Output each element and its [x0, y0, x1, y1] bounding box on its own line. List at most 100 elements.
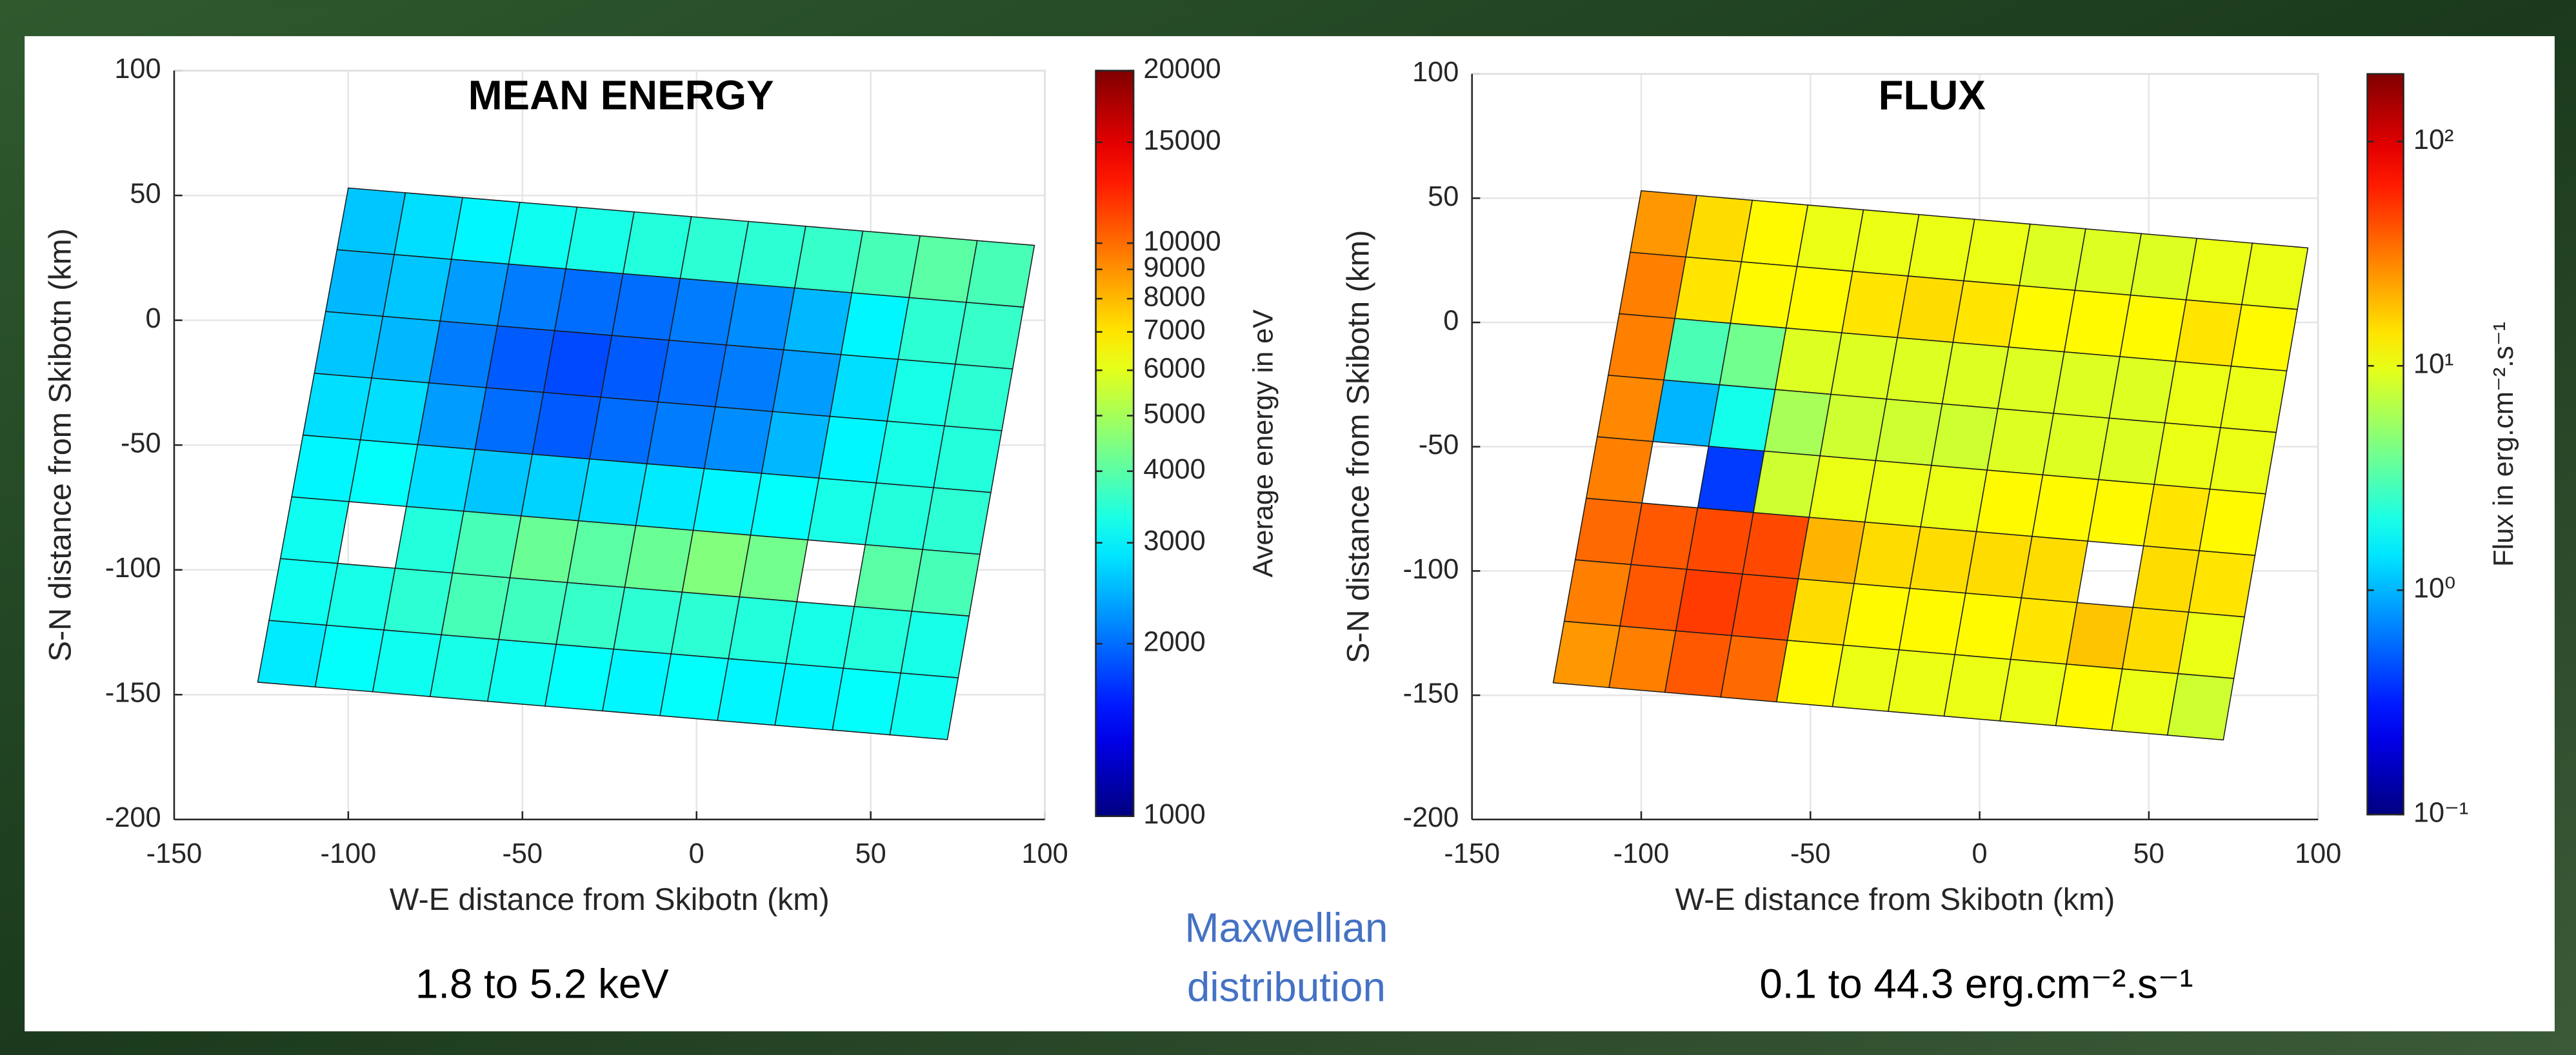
y-tick-label: -150 — [105, 678, 161, 709]
heatmap-cell — [1763, 389, 1832, 457]
heatmap-cell — [1674, 256, 1742, 324]
x-tick-label: 0 — [689, 838, 704, 869]
range-label: 0.1 to 44.3 erg.cm⁻².s⁻¹ — [1759, 961, 2193, 1007]
heatmap-cell — [1731, 573, 1799, 641]
heatmap-cell — [2175, 299, 2242, 367]
heatmap-cell — [565, 206, 635, 275]
heatmap-cell — [314, 311, 384, 379]
y-tick-label: 0 — [1443, 305, 1459, 336]
heatmap-cell — [818, 415, 888, 484]
y-tick-label: 50 — [130, 179, 161, 210]
heatmap-cell — [1997, 346, 2065, 414]
heatmap-cell — [372, 629, 443, 697]
heatmap-cell — [679, 216, 750, 284]
annotation: distribution — [1187, 964, 1386, 1010]
heatmap-cell — [2177, 611, 2245, 679]
heatmap-cell — [2074, 228, 2142, 296]
colorbar-tick-label: 9000 — [1143, 252, 1205, 283]
heatmap-cell — [2166, 673, 2235, 741]
heatmap-cell — [1607, 313, 1676, 381]
heatmap-cell — [1630, 190, 1698, 258]
heatmap-cell — [2230, 304, 2298, 371]
heatmap-cell — [659, 653, 730, 722]
heatmap-cell — [463, 449, 534, 517]
heatmap-cell — [1685, 195, 1753, 262]
heatmap-cell — [602, 648, 672, 716]
colorbar — [2366, 73, 2404, 816]
x-tick-label: 50 — [2133, 838, 2164, 869]
heatmap-cell — [911, 549, 981, 617]
heatmap-cell — [394, 506, 464, 574]
annotation: Maxwellian — [1185, 905, 1388, 951]
heatmap-cell — [681, 529, 752, 598]
y-tick-label: -200 — [1403, 802, 1459, 833]
heatmap-cell — [900, 611, 970, 678]
x-tick-label: -100 — [321, 838, 377, 869]
x-tick-label: -100 — [1613, 838, 1670, 869]
heatmap-cell — [2087, 478, 2155, 547]
heatmap-cell — [1897, 275, 1964, 343]
colorbar-tick-label: 10000 — [1143, 226, 1221, 257]
heatmap-cell — [383, 567, 454, 636]
y-axis-label: S-N distance from Skibotn (km) — [43, 228, 78, 662]
heatmap-cell — [851, 230, 921, 299]
heatmap-cell — [854, 544, 924, 612]
y-tick-label: 50 — [1428, 181, 1459, 212]
heatmap-cell — [965, 240, 1035, 308]
heatmap-cell — [1686, 507, 1754, 575]
colorbar-tick-label: 10⁰ — [2413, 573, 2456, 604]
heatmap-cell — [1875, 399, 1943, 466]
heatmap-cell — [326, 562, 396, 631]
y-tick-label: 100 — [1412, 57, 1459, 88]
heatmap-cell — [1852, 209, 1920, 277]
heatmap-cell — [2121, 607, 2190, 675]
heatmap-cell — [291, 434, 361, 502]
heatmap-cell — [728, 596, 798, 664]
heatmap-cell — [324, 249, 395, 317]
x-tick-label: -150 — [146, 838, 203, 869]
heatmap-cell — [1952, 280, 2021, 348]
colorbar-tick-label: 15000 — [1143, 125, 1221, 156]
colorbar-tick-label: 1000 — [1143, 799, 1205, 830]
heatmap-cell — [611, 273, 681, 341]
heatmap-cell — [429, 634, 500, 702]
heatmap-cell — [737, 221, 806, 289]
heatmap-cell — [1907, 213, 1975, 282]
heatmap-cell — [1785, 266, 1853, 333]
heatmap-cell — [1841, 270, 1909, 339]
heatmap-cell — [1563, 559, 1632, 627]
heatmap-cell — [1886, 337, 1954, 405]
heatmap-cell — [1574, 497, 1643, 566]
colorbar-tick-label: 20000 — [1143, 54, 1221, 84]
heatmap-cell — [726, 282, 795, 351]
heatmap-cell — [1943, 654, 2012, 722]
colorbar-tick-label: 2000 — [1143, 627, 1205, 658]
heatmap-cell — [1720, 635, 1788, 703]
colorbar-tick-label: 3000 — [1143, 526, 1205, 557]
heatmap-cell — [2241, 242, 2309, 310]
heatmap-cell — [1842, 583, 1911, 651]
heatmap-cell — [1719, 322, 1787, 390]
heatmap-cell — [1796, 204, 1864, 272]
heatmap-cell — [1930, 403, 1999, 471]
heatmap-cell — [359, 377, 430, 446]
y-tick-label: -50 — [1419, 429, 1459, 460]
heatmap-cell — [394, 192, 464, 260]
heatmap-cell — [2119, 294, 2187, 362]
heatmap-cell — [543, 330, 613, 398]
y-tick-label: -100 — [1403, 554, 1459, 585]
heatmap-cell — [1697, 446, 1765, 513]
heatmap-cell — [1853, 521, 1922, 589]
heatmap-cell — [933, 425, 1003, 493]
heatmap-cell — [544, 644, 615, 712]
heatmap-cell — [371, 315, 441, 384]
heatmap-cell — [1819, 393, 1888, 462]
y-tick-label: 100 — [114, 54, 161, 84]
heatmap-cell — [497, 263, 566, 331]
heatmap-cell — [1832, 644, 1900, 712]
colorbar-tick-label: 6000 — [1143, 353, 1205, 384]
heatmap-cell — [1730, 261, 1798, 329]
colorbar-tick-label: 7000 — [1143, 315, 1205, 346]
heatmap-cell — [717, 658, 787, 726]
heatmap-cell — [486, 638, 557, 707]
